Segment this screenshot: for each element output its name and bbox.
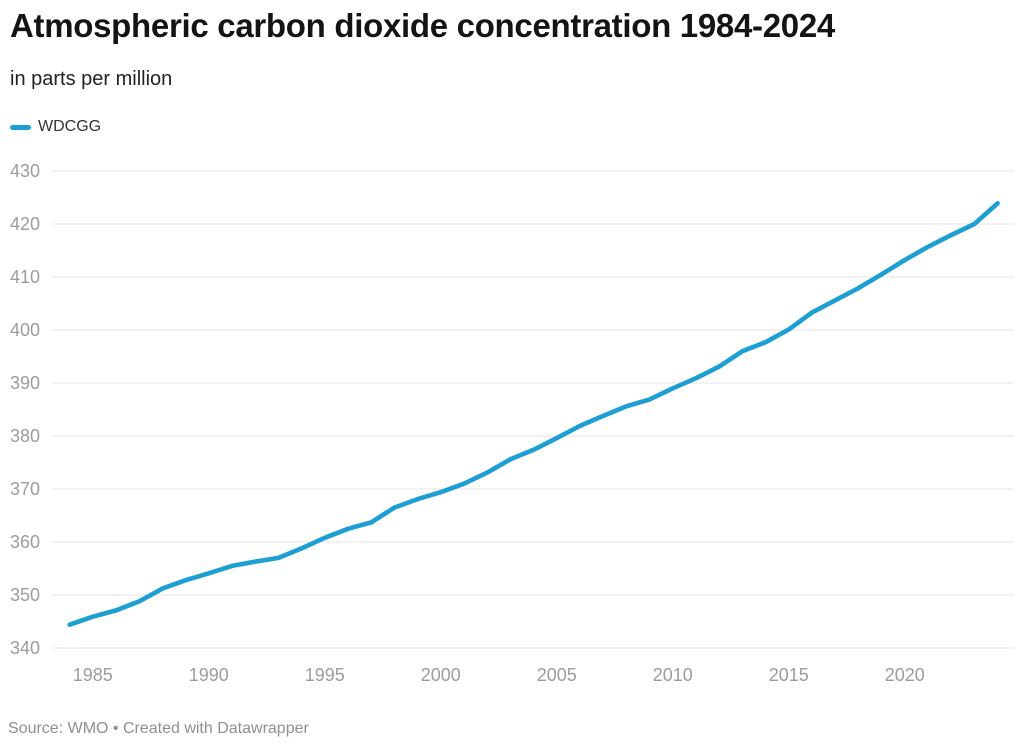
y-tick-label: 390	[10, 373, 40, 393]
y-tick-label: 360	[10, 532, 40, 552]
x-tick-label: 1985	[73, 665, 113, 685]
x-tick-label: 2005	[537, 665, 577, 685]
x-tick-label: 2015	[769, 665, 809, 685]
x-tick-label: 1990	[189, 665, 229, 685]
co2-line	[67, 201, 1000, 627]
y-tick-label: 420	[10, 214, 40, 234]
legend-series-label: WDCGG	[38, 118, 102, 135]
y-tick-label: 350	[10, 585, 40, 605]
chart-title: Atmospheric carbon dioxide concentration…	[10, 7, 835, 44]
y-tick-label: 370	[10, 479, 40, 499]
x-tick-label: 2010	[653, 665, 693, 685]
legend: WDCGG	[10, 117, 101, 137]
y-tick-label: 340	[10, 638, 40, 658]
y-tick-label: 400	[10, 320, 40, 340]
y-tick-label: 380	[10, 426, 40, 446]
source-note: Source: WMO • Created with Datawrapper	[8, 720, 309, 737]
legend-line-swatch	[10, 124, 31, 130]
y-tick-label: 430	[10, 161, 40, 181]
x-tick-label: 1995	[305, 665, 345, 685]
y-tick-label: 410	[10, 267, 40, 287]
x-tick-label: 2020	[885, 665, 925, 685]
chart-subtitle: in parts per million	[10, 68, 173, 90]
x-tick-label: 2000	[421, 665, 461, 685]
